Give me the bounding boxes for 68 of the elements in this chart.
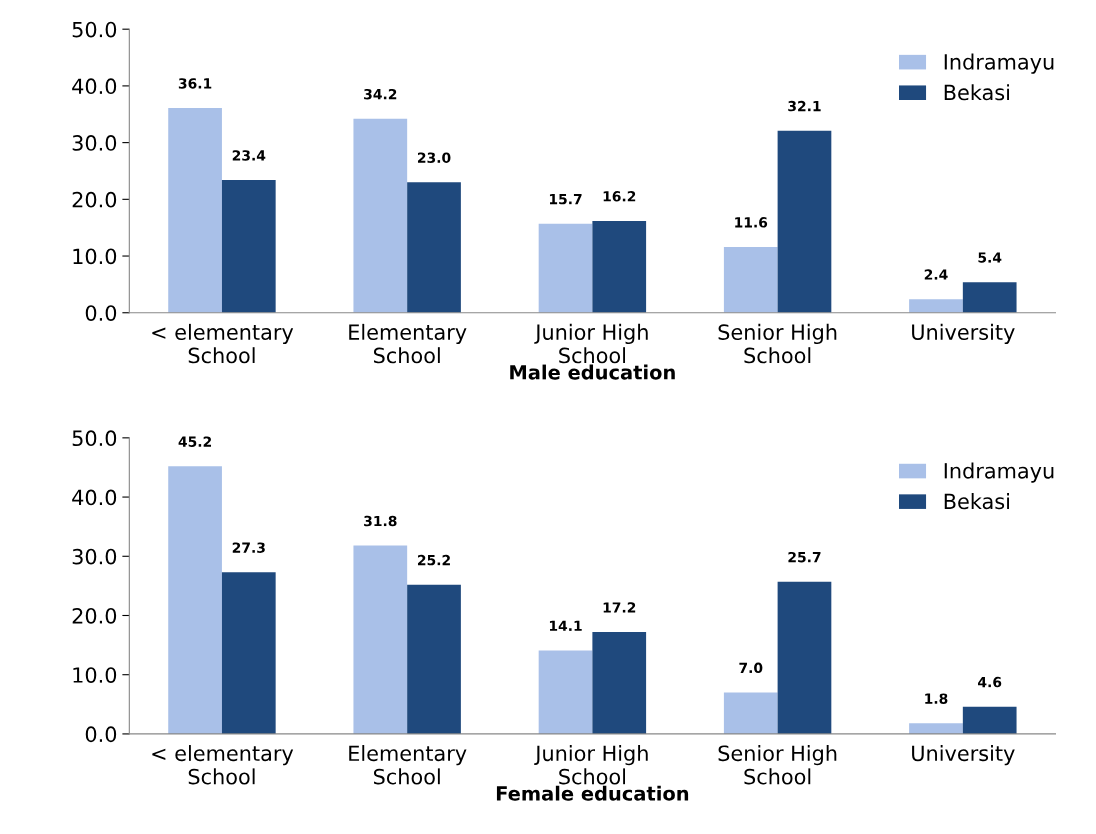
data-label: 34.2: [364, 88, 397, 100]
bar: [168, 108, 222, 313]
x-tick-label: Junior High School: [534, 323, 648, 364]
x-tick-label: Senior High School: [718, 745, 837, 785]
legend-label: Indramayu: [944, 462, 1054, 483]
x-axis-title: Male education: [510, 364, 675, 380]
y-tick-label: 40.0: [72, 489, 117, 506]
bar: [909, 723, 963, 734]
y-tick-label: 30.0: [72, 135, 117, 151]
bar: [353, 545, 408, 734]
bar: [407, 182, 461, 313]
legend-label: Bekasi: [944, 84, 1009, 101]
y-tick-label: 0.0: [85, 726, 117, 743]
data-label: 31.8: [364, 515, 397, 527]
data-label: 1.8: [925, 693, 948, 704]
bar: [723, 692, 778, 734]
bar: [592, 632, 647, 734]
bar: [962, 282, 1017, 313]
data-label: 4.6: [978, 676, 1002, 688]
bar: [538, 650, 593, 734]
x-tick-label: < elementary School: [152, 745, 294, 785]
y-tick-label: 10.0: [73, 248, 117, 265]
bar: [592, 220, 647, 313]
x-axis-title: Female education: [496, 785, 689, 801]
legend-label: Indramayu: [944, 53, 1054, 74]
data-label: 36.1: [178, 78, 212, 89]
y-tick-label: 10.0: [73, 667, 117, 683]
x-tick-label: Elementary School: [349, 323, 467, 364]
data-label: 45.2: [178, 436, 212, 447]
bar: [221, 180, 276, 313]
data-label: 23.4: [232, 150, 266, 161]
bar: [221, 572, 276, 734]
x-tick-label: Elementary School: [349, 745, 467, 785]
y-tick-label: 20.0: [72, 191, 117, 208]
data-label: 2.4: [924, 269, 948, 280]
y-tick-label: 20.0: [72, 607, 117, 624]
data-label: 14.1: [549, 620, 582, 631]
legend-label: Bekasi: [944, 493, 1009, 510]
y-tick-label: 30.0: [72, 548, 117, 565]
bar: [538, 223, 593, 313]
y-tick-label: 40.0: [72, 78, 117, 95]
data-label: 23.0: [417, 152, 451, 163]
bar: [353, 118, 408, 313]
data-label: 17.2: [603, 602, 636, 613]
y-tick-label: 50.0: [72, 21, 117, 38]
x-tick-label: Junior High School: [534, 745, 648, 785]
bar: [909, 299, 963, 313]
data-label: 25.2: [417, 554, 450, 566]
data-label: 27.3: [232, 542, 265, 553]
bar: [777, 581, 832, 734]
data-label: 16.2: [603, 191, 636, 202]
data-label: 15.7: [549, 194, 582, 205]
y-tick-label: 0.0: [85, 305, 117, 321]
x-tick-label: < elementary School: [152, 323, 294, 364]
bar: [962, 706, 1017, 734]
data-label: 5.4: [978, 252, 1002, 263]
x-tick-label: University: [912, 745, 1015, 766]
bar: [777, 130, 832, 313]
data-label: 7.0: [739, 662, 763, 674]
bar: [723, 246, 778, 313]
data-label: 25.7: [788, 551, 821, 563]
y-tick-label: 50.0: [72, 430, 117, 447]
data-label: 11.6: [735, 217, 768, 228]
bar: [407, 584, 461, 734]
data-label: 32.1: [788, 100, 821, 112]
x-tick-label: University: [912, 323, 1015, 345]
bar: [168, 466, 222, 734]
x-tick-label: Senior High School: [718, 323, 837, 364]
